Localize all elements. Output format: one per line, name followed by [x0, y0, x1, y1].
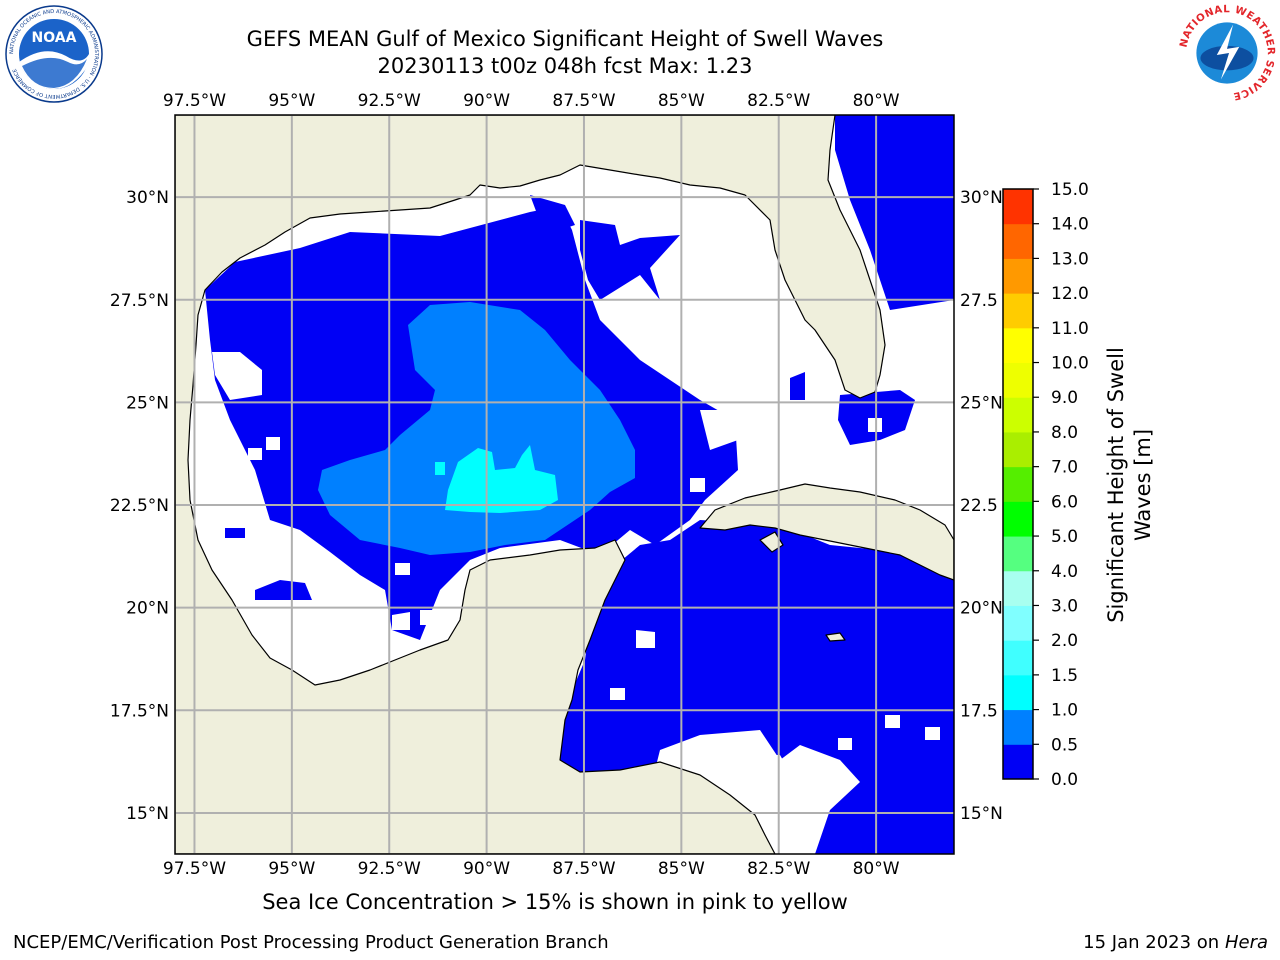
lat-ticks-left: 30°N 27.5°N 25°N 22.5°N 20°N 17.5°N 15°N [110, 188, 169, 824]
noaa-logo: NATIONAL OCEANIC AND ATMOSPHERIC ADMINIS… [5, 5, 103, 103]
land [175, 115, 954, 854]
lat-tick-label-left: 20°N [126, 599, 169, 619]
lon-tick-label-top: 82.5°W [747, 91, 810, 111]
colorbar-tick-label: 12.0 [1051, 284, 1089, 304]
no-data-patches [212, 310, 954, 854]
chart-subtitle: 20230113 t00z 048h fcst Max: 1.23 [377, 54, 753, 78]
colorbar-segment [1003, 570, 1033, 606]
lon-tick-label-bottom: 95°W [268, 859, 315, 879]
colorbar-tick-label: 4.0 [1051, 562, 1078, 582]
colorbar-tick-label: 0.5 [1051, 735, 1078, 755]
colorbar-segment [1003, 293, 1033, 329]
colorbar-segment [1003, 674, 1033, 711]
footer-host: Hera [1224, 932, 1268, 953]
lat-tick-label-left: 27.5°N [110, 291, 169, 311]
colorbar-segment [1003, 501, 1033, 537]
colorbar-label-line1: Significant Height of Swell [1104, 347, 1128, 623]
colorbar-frame [1002, 188, 1034, 780]
colorbar-label-line2: Waves [m] [1131, 429, 1155, 541]
colorbar-tick-label: 2.0 [1051, 631, 1078, 651]
colorbar-tick-label: 6.0 [1051, 492, 1078, 512]
colorbar-segment [1003, 605, 1033, 641]
lon-tick-label-bottom: 87.5°W [552, 859, 615, 879]
colorbar-segment [1003, 397, 1033, 433]
colorbar-segment [1003, 362, 1033, 398]
lon-tick-label-bottom: 97.5°W [163, 859, 226, 879]
lat-tick-label-left: 17.5°N [110, 701, 169, 721]
lat-tick-label-right: 27.5 [960, 291, 998, 311]
colorbar-tick-label: 11.0 [1051, 319, 1089, 339]
lon-tick-label-bottom: 90°W [463, 859, 510, 879]
lat-tick-label-left: 30°N [126, 188, 169, 208]
lon-tick-label-top: 92.5°W [358, 91, 421, 111]
lat-tick-label-left: 15°N [126, 804, 169, 824]
footer-date-text: 15 Jan 2023 on [1083, 932, 1225, 953]
lon-tick-label-bottom: 82.5°W [747, 859, 810, 879]
lat-tick-label-right: 15°N [960, 804, 1003, 824]
colorbar-segment [1003, 223, 1033, 259]
footer-branch: NCEP/EMC/Verification Post Processing Pr… [13, 932, 609, 953]
colorbar-segment [1003, 189, 1033, 225]
lat-tick-label-right: 22.5 [960, 496, 998, 516]
colorbar-tick-label: 7.0 [1051, 458, 1078, 478]
colorbar-tick-label: 13.0 [1051, 249, 1089, 269]
colorbar [1002, 188, 1034, 780]
sea-ice-note: Sea Ice Concentration > 15% is shown in … [262, 890, 848, 914]
lon-tick-label-bottom: 80°W [853, 859, 900, 879]
lat-tick-label-right: 30°N [960, 188, 1003, 208]
lat-tick-label-left: 22.5°N [110, 496, 169, 516]
lon-tick-label-bottom: 92.5°W [358, 859, 421, 879]
lat-tick-label-left: 25°N [126, 393, 169, 413]
colorbar-ticks: 0.0 0.5 1.0 1.5 2.0 3.0 4.0 5.0 6.0 7.0 8.0 9.0 10.0… [1033, 180, 1089, 790]
colorbar-tick-label: 1.5 [1051, 666, 1078, 686]
footer-date: 15 Jan 2023 on Hera [1083, 932, 1268, 953]
colorbar-segment [1003, 709, 1033, 745]
colorbar-segment [1003, 258, 1033, 294]
lat-ticks-right: 30°N 27.5 25°N 22.5 20°N 17.5 15°N [960, 188, 1003, 824]
lon-tick-label-top: 90°W [463, 91, 510, 111]
nws-logo: NATIONAL WEATHER SERVICE [1176, 2, 1278, 104]
lon-ticks-top: 97.5°W 95°W 92.5°W 90°W 87.5°W 85°W 82.5°W 80°W [163, 91, 900, 111]
colorbar-segment [1003, 431, 1033, 468]
map-area [175, 115, 954, 854]
lat-tick-label-right: 20°N [960, 599, 1003, 619]
lat-tick-label-right: 25°N [960, 393, 1003, 413]
lon-ticks-bottom: 97.5°W 95°W 92.5°W 90°W 87.5°W 85°W 82.5°W 80°W [163, 859, 900, 879]
lon-tick-label-top: 80°W [853, 91, 900, 111]
colorbar-tick-label: 5.0 [1051, 527, 1078, 547]
colorbar-tick-label: 14.0 [1051, 215, 1089, 235]
colorbar-tick-label: 0.0 [1051, 770, 1078, 790]
colorbar-tick-label: 15.0 [1051, 180, 1089, 200]
svg-text:NOAA: NOAA [32, 30, 77, 46]
lon-tick-label-top: 95°W [268, 91, 315, 111]
colorbar-tick-label: 9.0 [1051, 388, 1078, 408]
map-frame [174, 114, 955, 855]
lon-tick-label-top: 85°W [658, 91, 705, 111]
colorbar-tick-label: 1.0 [1051, 701, 1078, 721]
lon-tick-label-top: 97.5°W [163, 91, 226, 111]
colorbar-segment [1003, 327, 1033, 364]
graticule [175, 115, 954, 854]
lon-tick-label-top: 87.5°W [552, 91, 615, 111]
colorbar-segment [1003, 466, 1033, 502]
colorbar-tick-label: 10.0 [1051, 354, 1089, 374]
colorbar-segment [1003, 640, 1033, 676]
colorbar-segment [1003, 744, 1033, 780]
colorbar-segment [1003, 536, 1033, 572]
colorbar-tick-label: 8.0 [1051, 423, 1078, 443]
chart-title: GEFS MEAN Gulf of Mexico Significant Hei… [246, 27, 884, 51]
lon-tick-label-bottom: 85°W [658, 859, 705, 879]
colorbar-tick-label: 3.0 [1051, 596, 1078, 616]
lat-tick-label-right: 17.5 [960, 701, 998, 721]
